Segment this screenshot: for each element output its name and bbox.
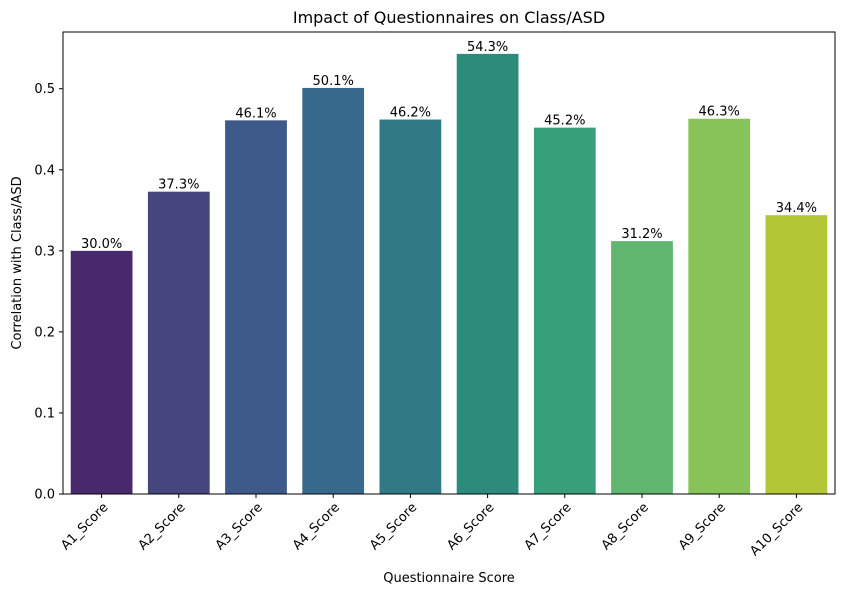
bar-A5_Score: [379, 119, 442, 495]
x-tick-label-A3_Score: A3_Score: [213, 500, 266, 553]
bar-A9_Score: [688, 118, 751, 494]
x-axis-title: Questionnaire Score: [383, 571, 515, 586]
chart-title: Impact of Questionnaires on Class/ASD: [293, 8, 605, 27]
bar-A2_Score: [147, 191, 210, 494]
x-tick-label-A2_Score: A2_Score: [136, 500, 189, 553]
bar-A6_Score: [456, 53, 519, 494]
data-label-A7_Score: 45.2%: [544, 114, 585, 129]
y-tick-label: 0.0: [34, 488, 55, 503]
data-label-A4_Score: 50.1%: [313, 74, 354, 89]
x-tick-label-A10_Score: A10_Score: [747, 500, 806, 559]
data-label-A5_Score: 46.2%: [390, 106, 431, 121]
x-tick-label-A6_Score: A6_Score: [444, 500, 497, 553]
y-tick-label: 0.4: [34, 163, 55, 178]
y-tick-label: 0.5: [34, 82, 55, 97]
y-tick-label: 0.3: [34, 244, 55, 259]
plot-frame: [62, 31, 836, 495]
bar-A1_Score: [70, 250, 133, 494]
x-tick-label-A9_Score: A9_Score: [676, 500, 729, 553]
y-tick-label: 0.1: [34, 406, 55, 421]
data-label-A3_Score: 46.1%: [235, 106, 276, 121]
data-label-A9_Score: 46.3%: [699, 105, 740, 120]
bar-A7_Score: [533, 127, 596, 495]
y-axis-title: Correlation with Class/ASD: [10, 176, 25, 349]
data-label-A6_Score: 54.3%: [467, 40, 508, 55]
y-tick-label: 0.2: [34, 325, 55, 340]
x-tick-label-A4_Score: A4_Score: [290, 500, 343, 553]
bar-A4_Score: [302, 87, 365, 494]
bar-A3_Score: [225, 120, 287, 495]
x-tick-label-A8_Score: A8_Score: [599, 500, 652, 553]
bar-A10_Score: [765, 215, 828, 494]
data-label-A1_Score: 30.0%: [81, 237, 122, 252]
data-label-A10_Score: 34.4%: [776, 201, 817, 216]
data-label-A8_Score: 31.2%: [621, 227, 662, 242]
x-tick-label-A7_Score: A7_Score: [522, 500, 575, 553]
bar-A8_Score: [611, 241, 673, 494]
x-tick-label-A5_Score: A5_Score: [367, 500, 420, 553]
data-label-A2_Score: 37.3%: [158, 178, 199, 193]
x-tick-label-A1_Score: A1_Score: [58, 500, 111, 553]
